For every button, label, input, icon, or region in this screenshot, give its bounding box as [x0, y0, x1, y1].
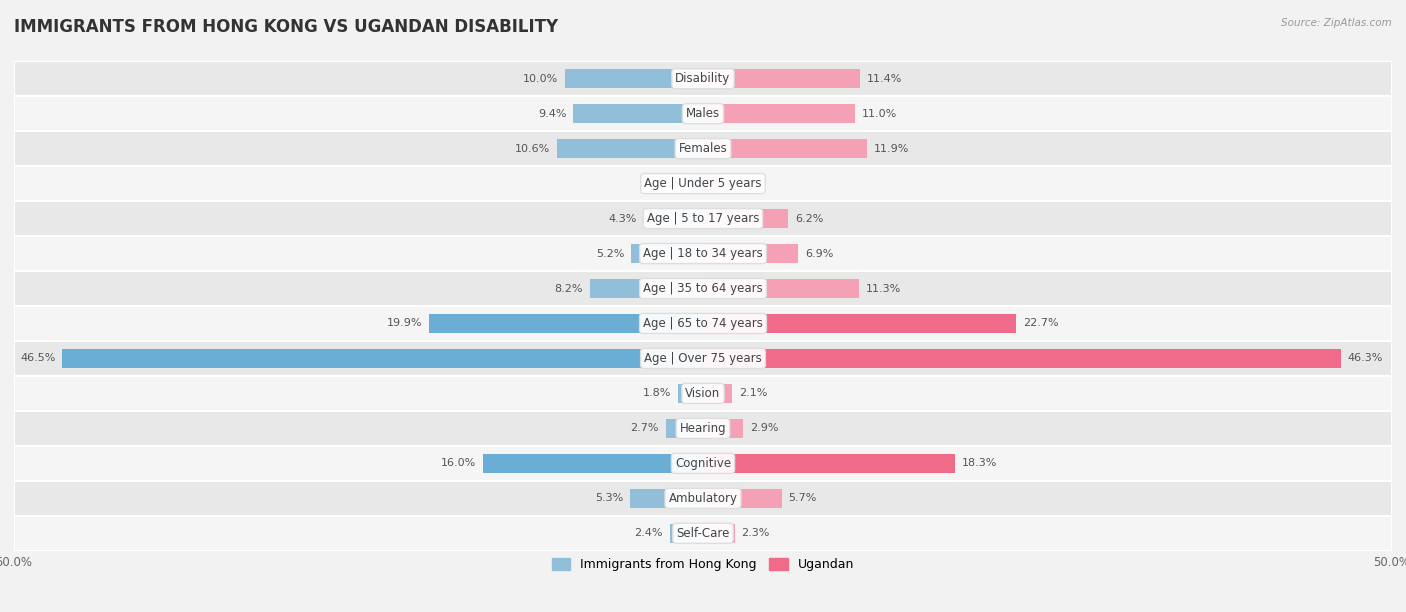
Bar [482, 453, 703, 473]
Text: 2.9%: 2.9% [749, 424, 779, 433]
Bar [703, 244, 799, 263]
Text: 11.3%: 11.3% [866, 283, 901, 294]
Text: 6.2%: 6.2% [796, 214, 824, 223]
Text: 9.4%: 9.4% [538, 109, 567, 119]
Text: IMMIGRANTS FROM HONG KONG VS UGANDAN DISABILITY: IMMIGRANTS FROM HONG KONG VS UGANDAN DIS… [14, 18, 558, 36]
Bar [557, 139, 703, 159]
Bar [703, 384, 733, 403]
Bar [703, 314, 1015, 333]
Text: 10.0%: 10.0% [523, 73, 558, 84]
Text: 22.7%: 22.7% [1022, 318, 1059, 329]
Text: Age | 5 to 17 years: Age | 5 to 17 years [647, 212, 759, 225]
Text: 2.4%: 2.4% [634, 528, 664, 539]
Text: Males: Males [686, 107, 720, 120]
Bar [14, 271, 1392, 306]
Bar [14, 236, 1392, 271]
Bar [14, 341, 1392, 376]
Bar [703, 104, 855, 123]
Text: Age | 35 to 64 years: Age | 35 to 64 years [643, 282, 763, 295]
Bar [703, 69, 860, 88]
Text: Disability: Disability [675, 72, 731, 85]
Bar [14, 411, 1392, 446]
Text: 1.1%: 1.1% [725, 179, 754, 188]
Bar [14, 201, 1392, 236]
Bar [631, 244, 703, 263]
Text: 18.3%: 18.3% [962, 458, 997, 468]
Bar [429, 314, 703, 333]
Bar [703, 139, 868, 159]
Bar [14, 376, 1392, 411]
Bar [14, 166, 1392, 201]
Text: 8.2%: 8.2% [554, 283, 583, 294]
Text: 6.9%: 6.9% [806, 248, 834, 258]
Text: 0.95%: 0.95% [648, 179, 683, 188]
Bar [14, 446, 1392, 481]
Text: 5.2%: 5.2% [596, 248, 624, 258]
Bar [703, 419, 742, 438]
Bar [14, 131, 1392, 166]
Text: 16.0%: 16.0% [440, 458, 475, 468]
Bar [14, 61, 1392, 96]
Text: Age | Over 75 years: Age | Over 75 years [644, 352, 762, 365]
Legend: Immigrants from Hong Kong, Ugandan: Immigrants from Hong Kong, Ugandan [547, 553, 859, 577]
Text: 11.4%: 11.4% [868, 73, 903, 84]
Text: 10.6%: 10.6% [515, 144, 550, 154]
Bar [574, 104, 703, 123]
Bar [666, 419, 703, 438]
Text: 2.1%: 2.1% [738, 389, 768, 398]
Bar [678, 384, 703, 403]
Bar [565, 69, 703, 88]
Bar [14, 306, 1392, 341]
Bar [14, 516, 1392, 551]
Bar [644, 209, 703, 228]
Text: Age | Under 5 years: Age | Under 5 years [644, 177, 762, 190]
Text: Cognitive: Cognitive [675, 457, 731, 470]
Text: 2.3%: 2.3% [741, 528, 770, 539]
Text: Ambulatory: Ambulatory [668, 492, 738, 505]
Text: 11.0%: 11.0% [862, 109, 897, 119]
Text: Age | 18 to 34 years: Age | 18 to 34 years [643, 247, 763, 260]
Text: 4.3%: 4.3% [609, 214, 637, 223]
Text: 1.8%: 1.8% [643, 389, 671, 398]
Text: 5.3%: 5.3% [595, 493, 623, 503]
Text: Self-Care: Self-Care [676, 527, 730, 540]
Text: 11.9%: 11.9% [875, 144, 910, 154]
Text: 2.7%: 2.7% [630, 424, 659, 433]
Text: Hearing: Hearing [679, 422, 727, 435]
Bar [703, 349, 1341, 368]
Bar [703, 524, 735, 543]
Bar [703, 209, 789, 228]
Text: 46.5%: 46.5% [20, 354, 55, 364]
Text: Source: ZipAtlas.com: Source: ZipAtlas.com [1281, 18, 1392, 28]
Bar [690, 174, 703, 193]
Text: 19.9%: 19.9% [387, 318, 422, 329]
Bar [703, 174, 718, 193]
Text: Vision: Vision [685, 387, 721, 400]
Bar [630, 489, 703, 508]
Bar [703, 453, 955, 473]
Text: 5.7%: 5.7% [789, 493, 817, 503]
Text: Age | 65 to 74 years: Age | 65 to 74 years [643, 317, 763, 330]
Bar [14, 96, 1392, 131]
Bar [669, 524, 703, 543]
Bar [14, 481, 1392, 516]
Bar [62, 349, 703, 368]
Text: Females: Females [679, 142, 727, 155]
Bar [703, 489, 782, 508]
Text: 46.3%: 46.3% [1348, 354, 1384, 364]
Bar [703, 279, 859, 298]
Bar [591, 279, 703, 298]
